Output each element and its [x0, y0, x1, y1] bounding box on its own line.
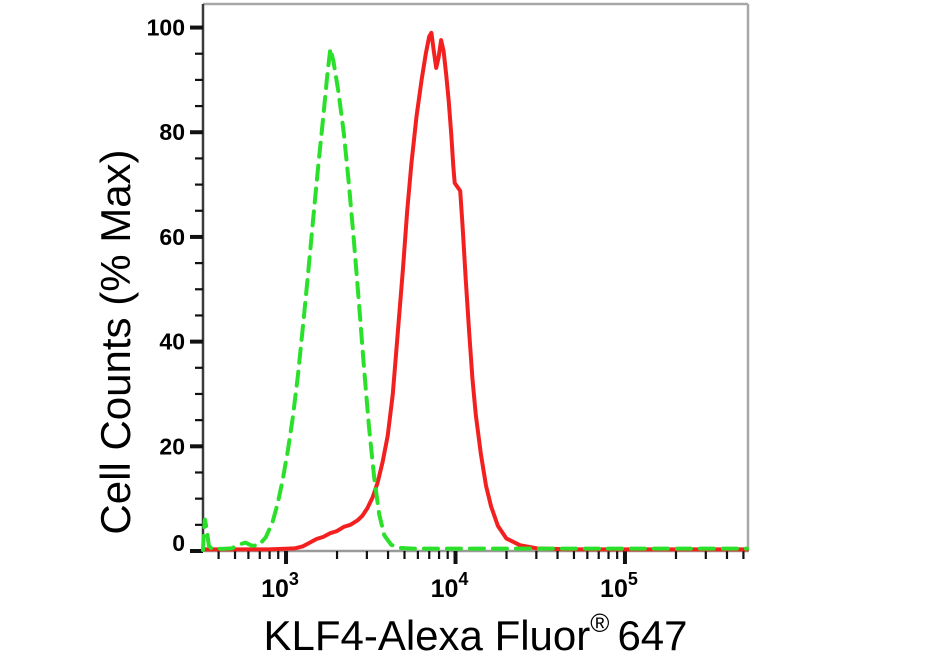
y-tick-label: 60	[159, 224, 185, 250]
y-axis-title: Cell Counts (% Max)	[92, 149, 139, 535]
series-curve-green-dashed-control	[201, 46, 749, 552]
y-tick-label: 80	[159, 119, 185, 145]
x-axis-title-number: 647	[617, 612, 688, 659]
x-axis-title-text: KLF4-Alexa Fluor	[263, 612, 591, 659]
y-tick-label: 20	[159, 433, 185, 459]
x-tick-label: 104	[431, 569, 469, 603]
y-tick-label: 40	[159, 329, 185, 355]
x-tick-label: 105	[600, 569, 638, 603]
y-tick-label: 100	[147, 15, 185, 41]
series-curve-red-solid-stained	[201, 30, 749, 552]
registered-trademark-symbol: ®	[590, 608, 610, 638]
y-tick-label: 0	[172, 530, 185, 556]
x-tick-label: 103	[261, 569, 299, 603]
x-axis-title: KLF4-Alexa Fluor® 647	[203, 608, 748, 660]
